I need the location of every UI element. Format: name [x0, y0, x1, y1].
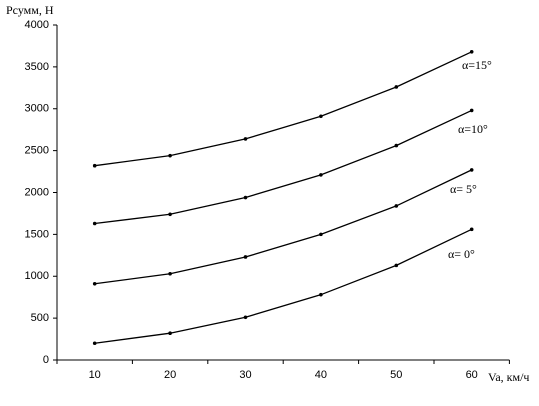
data-point	[394, 143, 399, 148]
data-point	[319, 173, 323, 177]
series-line	[94, 51, 472, 167]
data-point	[168, 331, 172, 336]
y-axis-title: Pсумм, Н	[6, 3, 54, 17]
y-tick-label: 2000	[25, 186, 49, 198]
series-label: α= 5°	[450, 182, 477, 196]
series-label: α=10°	[458, 122, 488, 136]
x-tick-label: 50	[390, 369, 402, 381]
x-tick-label: 40	[315, 369, 327, 381]
data-point	[319, 292, 323, 297]
data-point	[319, 232, 323, 237]
data-point	[394, 85, 399, 89]
x-tick-label: 30	[239, 369, 251, 381]
x-axis-title: Va, км/ч	[488, 370, 529, 384]
data-point	[469, 50, 474, 54]
y-tick-label: 1500	[25, 228, 49, 240]
x-tick-label: 60	[466, 369, 478, 381]
data-point	[92, 221, 97, 226]
data-point	[92, 163, 97, 168]
data-point	[243, 137, 248, 141]
data-point	[243, 195, 248, 200]
y-tick-label: 500	[31, 312, 49, 324]
data-point	[243, 255, 248, 259]
data-point	[168, 153, 172, 158]
data-point	[469, 108, 474, 113]
data-point	[168, 271, 172, 276]
data-point	[168, 212, 172, 217]
data-point	[92, 341, 97, 346]
data-point	[469, 168, 474, 172]
data-point	[469, 227, 474, 232]
y-tick-label: 3500	[25, 61, 49, 73]
data-point	[243, 315, 248, 320]
y-tick-label: 1000	[25, 270, 49, 282]
series-label: α=15°	[462, 58, 492, 72]
data-point	[319, 114, 323, 119]
y-tick-label: 0	[43, 354, 49, 366]
x-tick-label: 20	[164, 369, 176, 381]
series-line	[94, 109, 472, 225]
data-point	[394, 204, 399, 208]
series-label: α= 0°	[448, 247, 475, 261]
data-point	[394, 263, 399, 268]
y-tick-label: 4000	[25, 19, 49, 31]
data-point	[92, 281, 97, 286]
series-line	[94, 169, 472, 285]
y-tick-label: 2500	[25, 145, 49, 157]
series-line	[94, 228, 472, 344]
y-tick-label: 3000	[25, 103, 49, 115]
x-tick-label: 10	[89, 369, 101, 381]
